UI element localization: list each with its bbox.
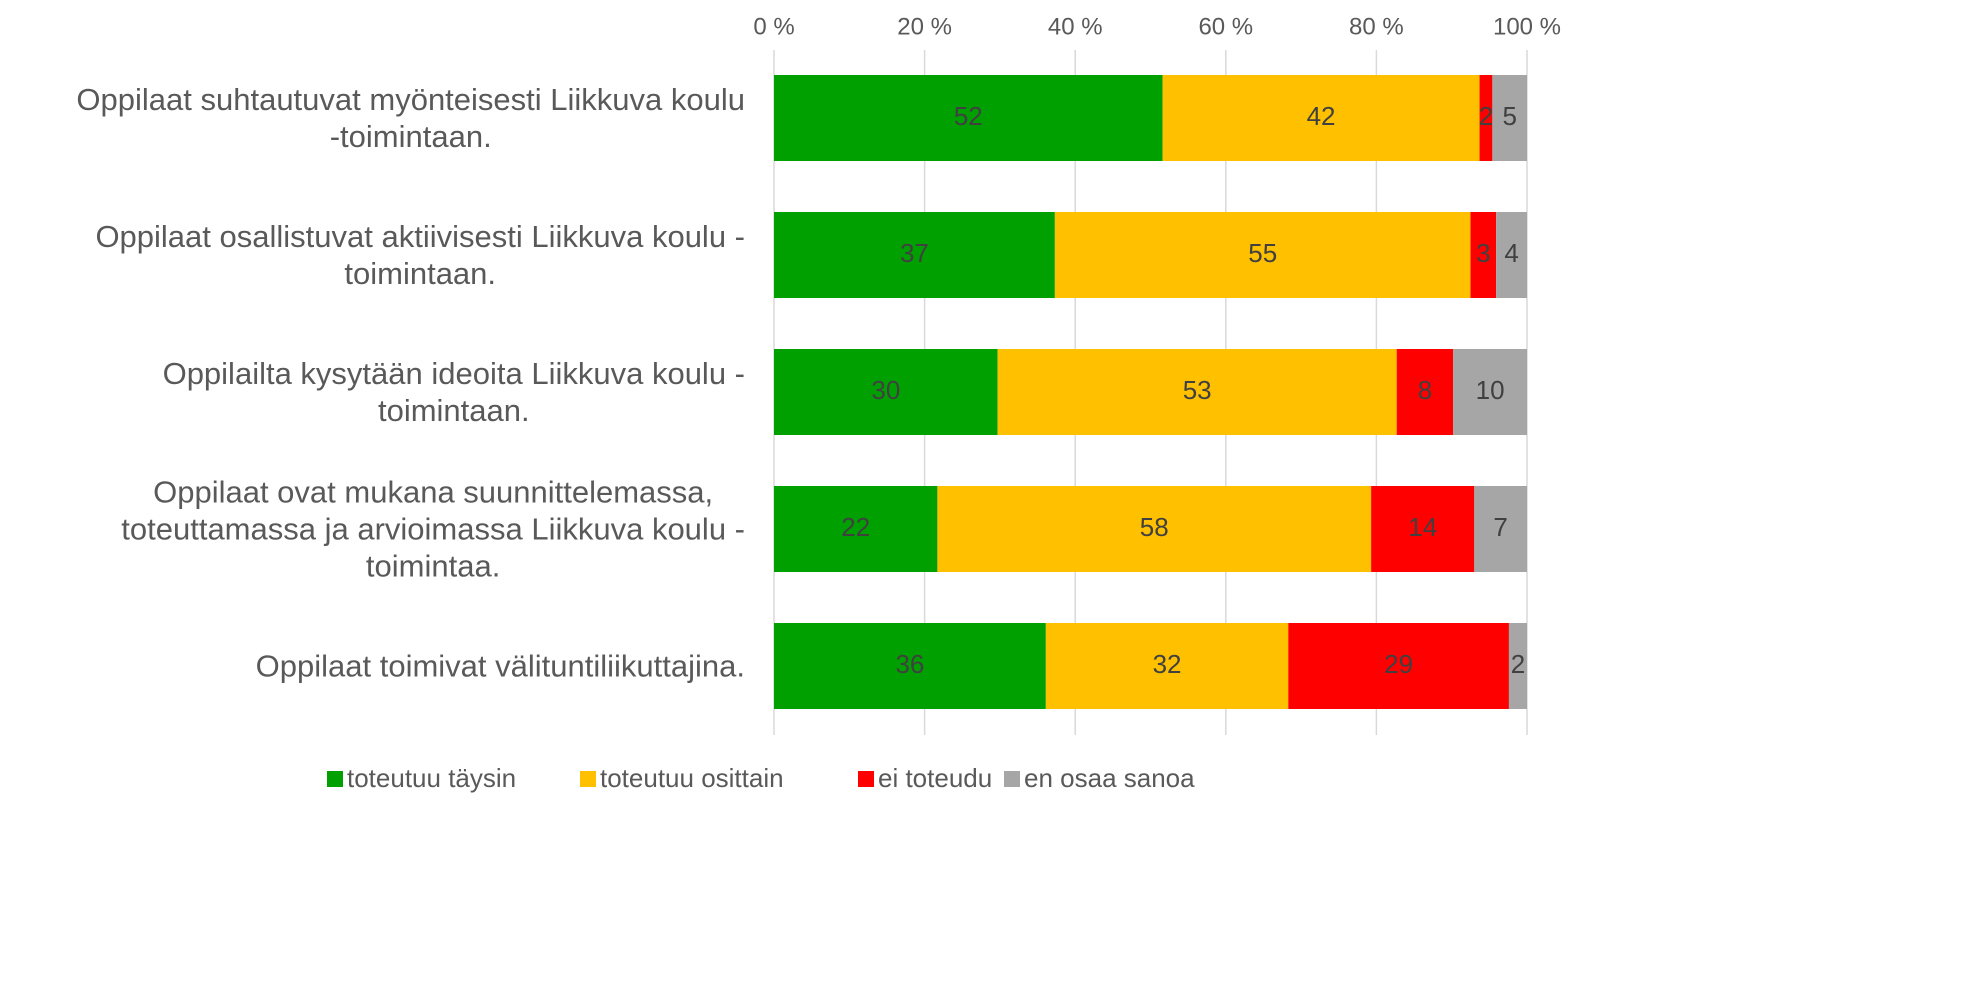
data-label: 36 — [895, 649, 924, 679]
data-label: 7 — [1493, 512, 1507, 542]
x-tick-label: 80 % — [1349, 13, 1404, 40]
data-label: 30 — [871, 375, 900, 405]
data-label: 22 — [841, 512, 870, 542]
bar-segment — [1492, 75, 1527, 161]
legend-label: en osaa sanoa — [1024, 763, 1195, 793]
data-label: 8 — [1418, 375, 1432, 405]
bar-segment — [774, 349, 998, 435]
data-label: 32 — [1153, 649, 1182, 679]
data-label: 2 — [1511, 649, 1525, 679]
category-line: Oppilaat toimivat välituntiliikuttajina. — [255, 648, 745, 684]
bar-segment — [1396, 349, 1454, 435]
category-label: Oppilailta kysytään ideoita Liikkuva kou… — [163, 355, 745, 429]
data-label: 4 — [1504, 238, 1518, 268]
data-label: 58 — [1140, 512, 1169, 542]
category-line: toimintaan. — [344, 256, 497, 291]
bar-segment — [774, 486, 938, 572]
bar-segment — [1470, 212, 1497, 298]
bar-segment — [1054, 212, 1471, 298]
category-line: Oppilaat osallistuvat aktiivisesti Liikk… — [95, 219, 745, 254]
bar-segment — [997, 349, 1397, 435]
bar-segment — [1288, 623, 1509, 709]
x-tick-label: 0 % — [753, 13, 794, 40]
category-line: toimintaan. — [377, 393, 530, 428]
data-label: 55 — [1248, 238, 1277, 268]
data-label: 2 — [1479, 101, 1493, 131]
bar-segment — [1371, 486, 1475, 572]
bar-segment — [1474, 486, 1527, 572]
bar-segment — [1453, 349, 1527, 435]
data-label: 42 — [1307, 101, 1336, 131]
bar-segment — [1045, 623, 1289, 709]
data-label: 3 — [1476, 238, 1490, 268]
bar-segment — [774, 75, 1163, 161]
category-line: Oppilaat suhtautuvat myönteisesti Liikku… — [76, 82, 745, 117]
category-line: toteuttamassa ja arvioimassa Liikkuva ko… — [121, 511, 745, 547]
category-label: Oppilaat suhtautuvat myönteisesti Liikku… — [76, 81, 745, 155]
x-tick-label: 100 % — [1493, 13, 1561, 40]
category-line: Oppilailta kysytään ideoita Liikkuva kou… — [162, 356, 745, 391]
x-tick-label: 20 % — [897, 13, 952, 40]
data-label: 53 — [1183, 375, 1212, 405]
category-label: Oppilaat ovat mukana suunnittelemassa, to… — [121, 474, 745, 585]
data-label: 5 — [1502, 101, 1516, 131]
legend-label: toteutuu osittain — [600, 763, 784, 793]
bar-segment — [1496, 212, 1527, 298]
x-tick-label: 60 % — [1198, 13, 1253, 40]
category-line: Oppilaat ovat mukana suunnittelemassa, — [153, 474, 714, 510]
category-line: -toimintaan. — [329, 119, 492, 154]
data-label: 14 — [1408, 512, 1437, 542]
category-label: Oppilaat osallistuvat aktiivisesti Liikk… — [95, 218, 745, 292]
category-line: toimintaa. — [365, 548, 501, 584]
bar-segment — [1508, 623, 1527, 709]
legend-label: toteutuu täysin — [347, 763, 516, 793]
legend-swatch — [327, 771, 343, 787]
data-label: 10 — [1476, 375, 1505, 405]
bar-segment — [774, 623, 1046, 709]
legend-swatch — [1004, 771, 1020, 787]
legend-label: ei toteudu — [878, 763, 992, 793]
category-label: Oppilaat toimivat välituntiliikuttajina. — [256, 648, 745, 685]
data-label: 52 — [954, 101, 983, 131]
x-tick-label: 40 % — [1048, 13, 1103, 40]
bar-segment — [1162, 75, 1480, 161]
bar-segment — [774, 212, 1055, 298]
data-label: 29 — [1384, 649, 1413, 679]
legend-swatch — [858, 771, 874, 787]
bar-segment — [1479, 75, 1493, 161]
legend-swatch — [580, 771, 596, 787]
data-label: 37 — [900, 238, 929, 268]
bar-segment — [937, 486, 1372, 572]
